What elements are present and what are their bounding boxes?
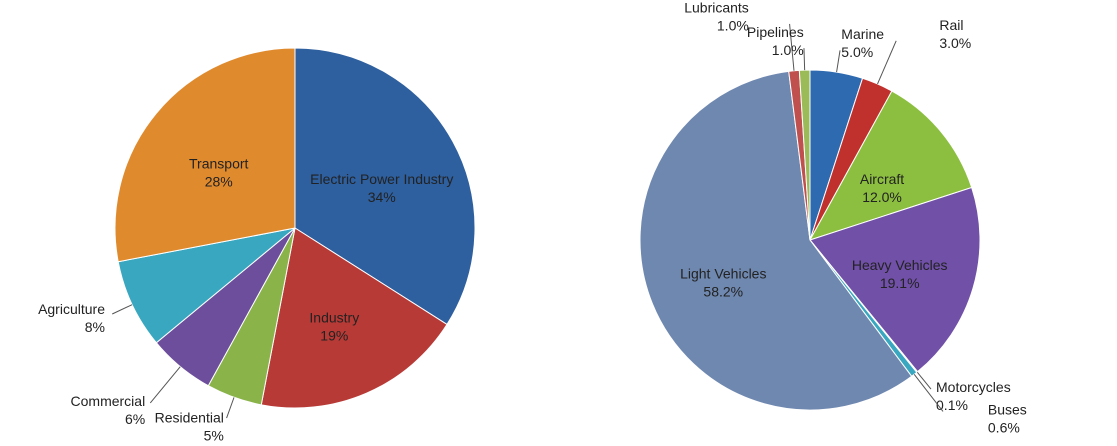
pie-slice xyxy=(114,47,296,263)
slice-value-label: 19.1% xyxy=(880,275,920,291)
slice-value-label: 1.0% xyxy=(717,18,749,34)
slice-value-label: 28% xyxy=(205,174,233,190)
slice-value-label: 58.2% xyxy=(703,284,743,300)
slice-label: Rail xyxy=(939,17,963,33)
slice-label: Light Vehicles xyxy=(680,266,766,282)
leader-line xyxy=(803,48,806,71)
slice-label: Lubricants xyxy=(684,0,749,16)
pie-slice xyxy=(117,227,296,344)
slice-label: Marine xyxy=(841,26,884,42)
leader-line xyxy=(789,23,795,71)
slice-label: Buses xyxy=(988,401,1027,417)
slice-value-label: 5% xyxy=(204,427,224,443)
leader-line xyxy=(836,50,841,73)
slice-value-label: 34% xyxy=(368,189,396,205)
slice-label: Pipelines xyxy=(747,24,804,40)
slice-label: Industry xyxy=(309,310,359,326)
slice-value-label: 8% xyxy=(85,319,105,335)
pie-slice xyxy=(294,47,476,326)
slice-value-label: 1.0% xyxy=(772,42,804,58)
slice-value-label: 0.6% xyxy=(988,419,1020,435)
pie-slice xyxy=(809,186,981,373)
slice-label: Agriculture xyxy=(38,301,105,317)
leader-line xyxy=(149,366,181,404)
leader-line xyxy=(226,397,235,419)
slice-label: Aircraft xyxy=(860,171,904,187)
slice-value-label: 19% xyxy=(320,328,348,344)
slice-label: Motorcycles xyxy=(936,379,1011,395)
slice-value-label: 3.0% xyxy=(939,35,971,51)
slice-label: Commercial xyxy=(71,393,146,409)
pie-slice xyxy=(798,69,811,241)
slice-value-label: 0.1% xyxy=(936,397,968,413)
slice-value-label: 12.0% xyxy=(862,189,902,205)
slice-value-label: 5.0% xyxy=(841,44,873,60)
pie-slice xyxy=(639,70,913,411)
slice-label: Electric Power Industry xyxy=(310,171,453,187)
leader-line xyxy=(916,371,932,390)
slice-value-label: 6% xyxy=(125,411,145,427)
slice-label: Residential xyxy=(155,409,224,425)
leader-line xyxy=(877,40,897,85)
leader-line xyxy=(913,374,944,412)
pie-slice xyxy=(808,90,973,241)
pie-slice xyxy=(260,227,448,409)
slice-label: Transport xyxy=(189,156,249,172)
slice-label: Heavy Vehicles xyxy=(852,257,948,273)
leader-line xyxy=(112,304,133,315)
